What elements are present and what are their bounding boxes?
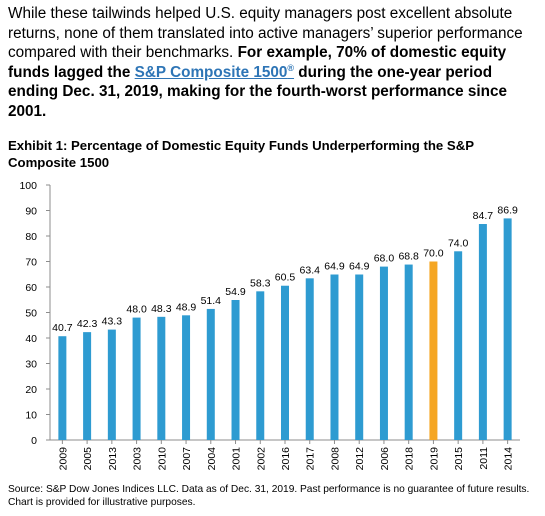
data-label: 42.3 (77, 318, 98, 330)
bar (355, 274, 364, 440)
bar (454, 251, 463, 440)
y-tick-label: 80 (25, 231, 37, 243)
bar (503, 218, 512, 440)
x-tick-label: 2006 (379, 447, 391, 471)
x-tick-label: 2017 (305, 447, 317, 471)
bar (305, 278, 314, 440)
bar (281, 285, 289, 440)
data-label: 64.9 (324, 261, 345, 273)
intro-paragraph: While these tailwinds helped U.S. equity… (8, 4, 538, 121)
data-label: 64.9 (349, 261, 370, 273)
sp-composite-1500-link[interactable]: S&P Composite 1500® (134, 62, 295, 81)
x-tick-label: 2002 (255, 447, 267, 471)
data-label: 68.8 (398, 251, 419, 263)
data-label: 48.9 (176, 301, 197, 313)
y-tick-label: 10 (25, 410, 37, 422)
bar (206, 308, 215, 440)
data-label: 40.7 (52, 322, 73, 334)
data-label: 48.0 (126, 304, 147, 316)
data-label: 54.9 (225, 286, 246, 298)
data-label: 68.0 (374, 253, 395, 265)
registered-mark: ® (287, 62, 295, 73)
link-label[interactable]: S&P Composite 1500 (134, 63, 288, 81)
y-tick-label: 30 (25, 359, 37, 371)
bar (429, 261, 438, 440)
data-label: 43.3 (102, 316, 123, 328)
y-tick-label: 0 (31, 435, 37, 447)
bar-chart: 0 10 20 30 40 50 60 70 80 90 100 40.7 2009 42.3 2005 43… (19, 180, 520, 471)
y-tick-label: 50 (25, 308, 37, 320)
bar (107, 329, 116, 440)
data-label: 74.0 (448, 237, 469, 249)
data-label: 63.4 (300, 264, 321, 276)
bar (404, 264, 413, 440)
y-tick-label: 40 (25, 333, 37, 345)
y-tick-label: 100 (19, 180, 37, 192)
x-tick-label: 2005 (82, 447, 94, 471)
x-tick-label: 2008 (329, 447, 341, 471)
intro-bold-text-a: For example, 70% of domestic equity fund… (8, 44, 507, 81)
bar (330, 274, 339, 440)
x-tick-label: 2001 (231, 447, 243, 471)
x-tick-label: 2018 (404, 447, 416, 471)
data-label: 60.5 (275, 272, 296, 284)
y-tick-label: 20 (25, 384, 37, 396)
x-tick-label: 2019 (428, 447, 440, 471)
x-tick-label: 2012 (354, 447, 366, 471)
intro-bold-text-b: during the one-year period ending Dec. 3… (8, 63, 507, 120)
x-tick-label: 2013 (107, 447, 119, 471)
x-tick-label: 2011 (478, 447, 490, 470)
y-tick-label: 60 (25, 282, 37, 294)
x-tick-label: 2016 (280, 447, 292, 471)
bar (379, 266, 388, 440)
data-label: 48.3 (151, 303, 172, 315)
x-tick-label: 2010 (156, 447, 168, 471)
bar (132, 317, 141, 440)
x-tick-label: 2015 (453, 447, 465, 471)
bar (157, 316, 166, 440)
data-label: 51.4 (201, 295, 222, 307)
intro-plain-text: While these tailwinds helped U.S. equity… (8, 5, 523, 61)
x-tick-label: 2009 (57, 447, 69, 471)
bar (256, 291, 265, 440)
bar (58, 336, 67, 440)
bar (478, 224, 487, 440)
bar (182, 315, 191, 440)
x-tick-label: 2004 (206, 447, 218, 471)
x-tick-label: 2014 (503, 447, 515, 471)
y-tick-label: 70 (25, 257, 37, 269)
bar (83, 332, 92, 440)
data-label: 86.9 (497, 204, 518, 216)
data-label: 84.7 (473, 210, 494, 222)
data-label: 58.3 (250, 277, 271, 289)
x-tick-label: 2007 (181, 447, 193, 471)
data-label: 70.0 (423, 248, 444, 260)
exhibit-title: Exhibit 1: Percentage of Domestic Equity… (8, 138, 474, 170)
source-note: Source: S&P Dow Jones Indices LLC. Data … (8, 484, 530, 508)
x-tick-label: 2003 (132, 447, 144, 471)
y-tick-label: 90 (25, 206, 37, 218)
bar (231, 300, 240, 440)
